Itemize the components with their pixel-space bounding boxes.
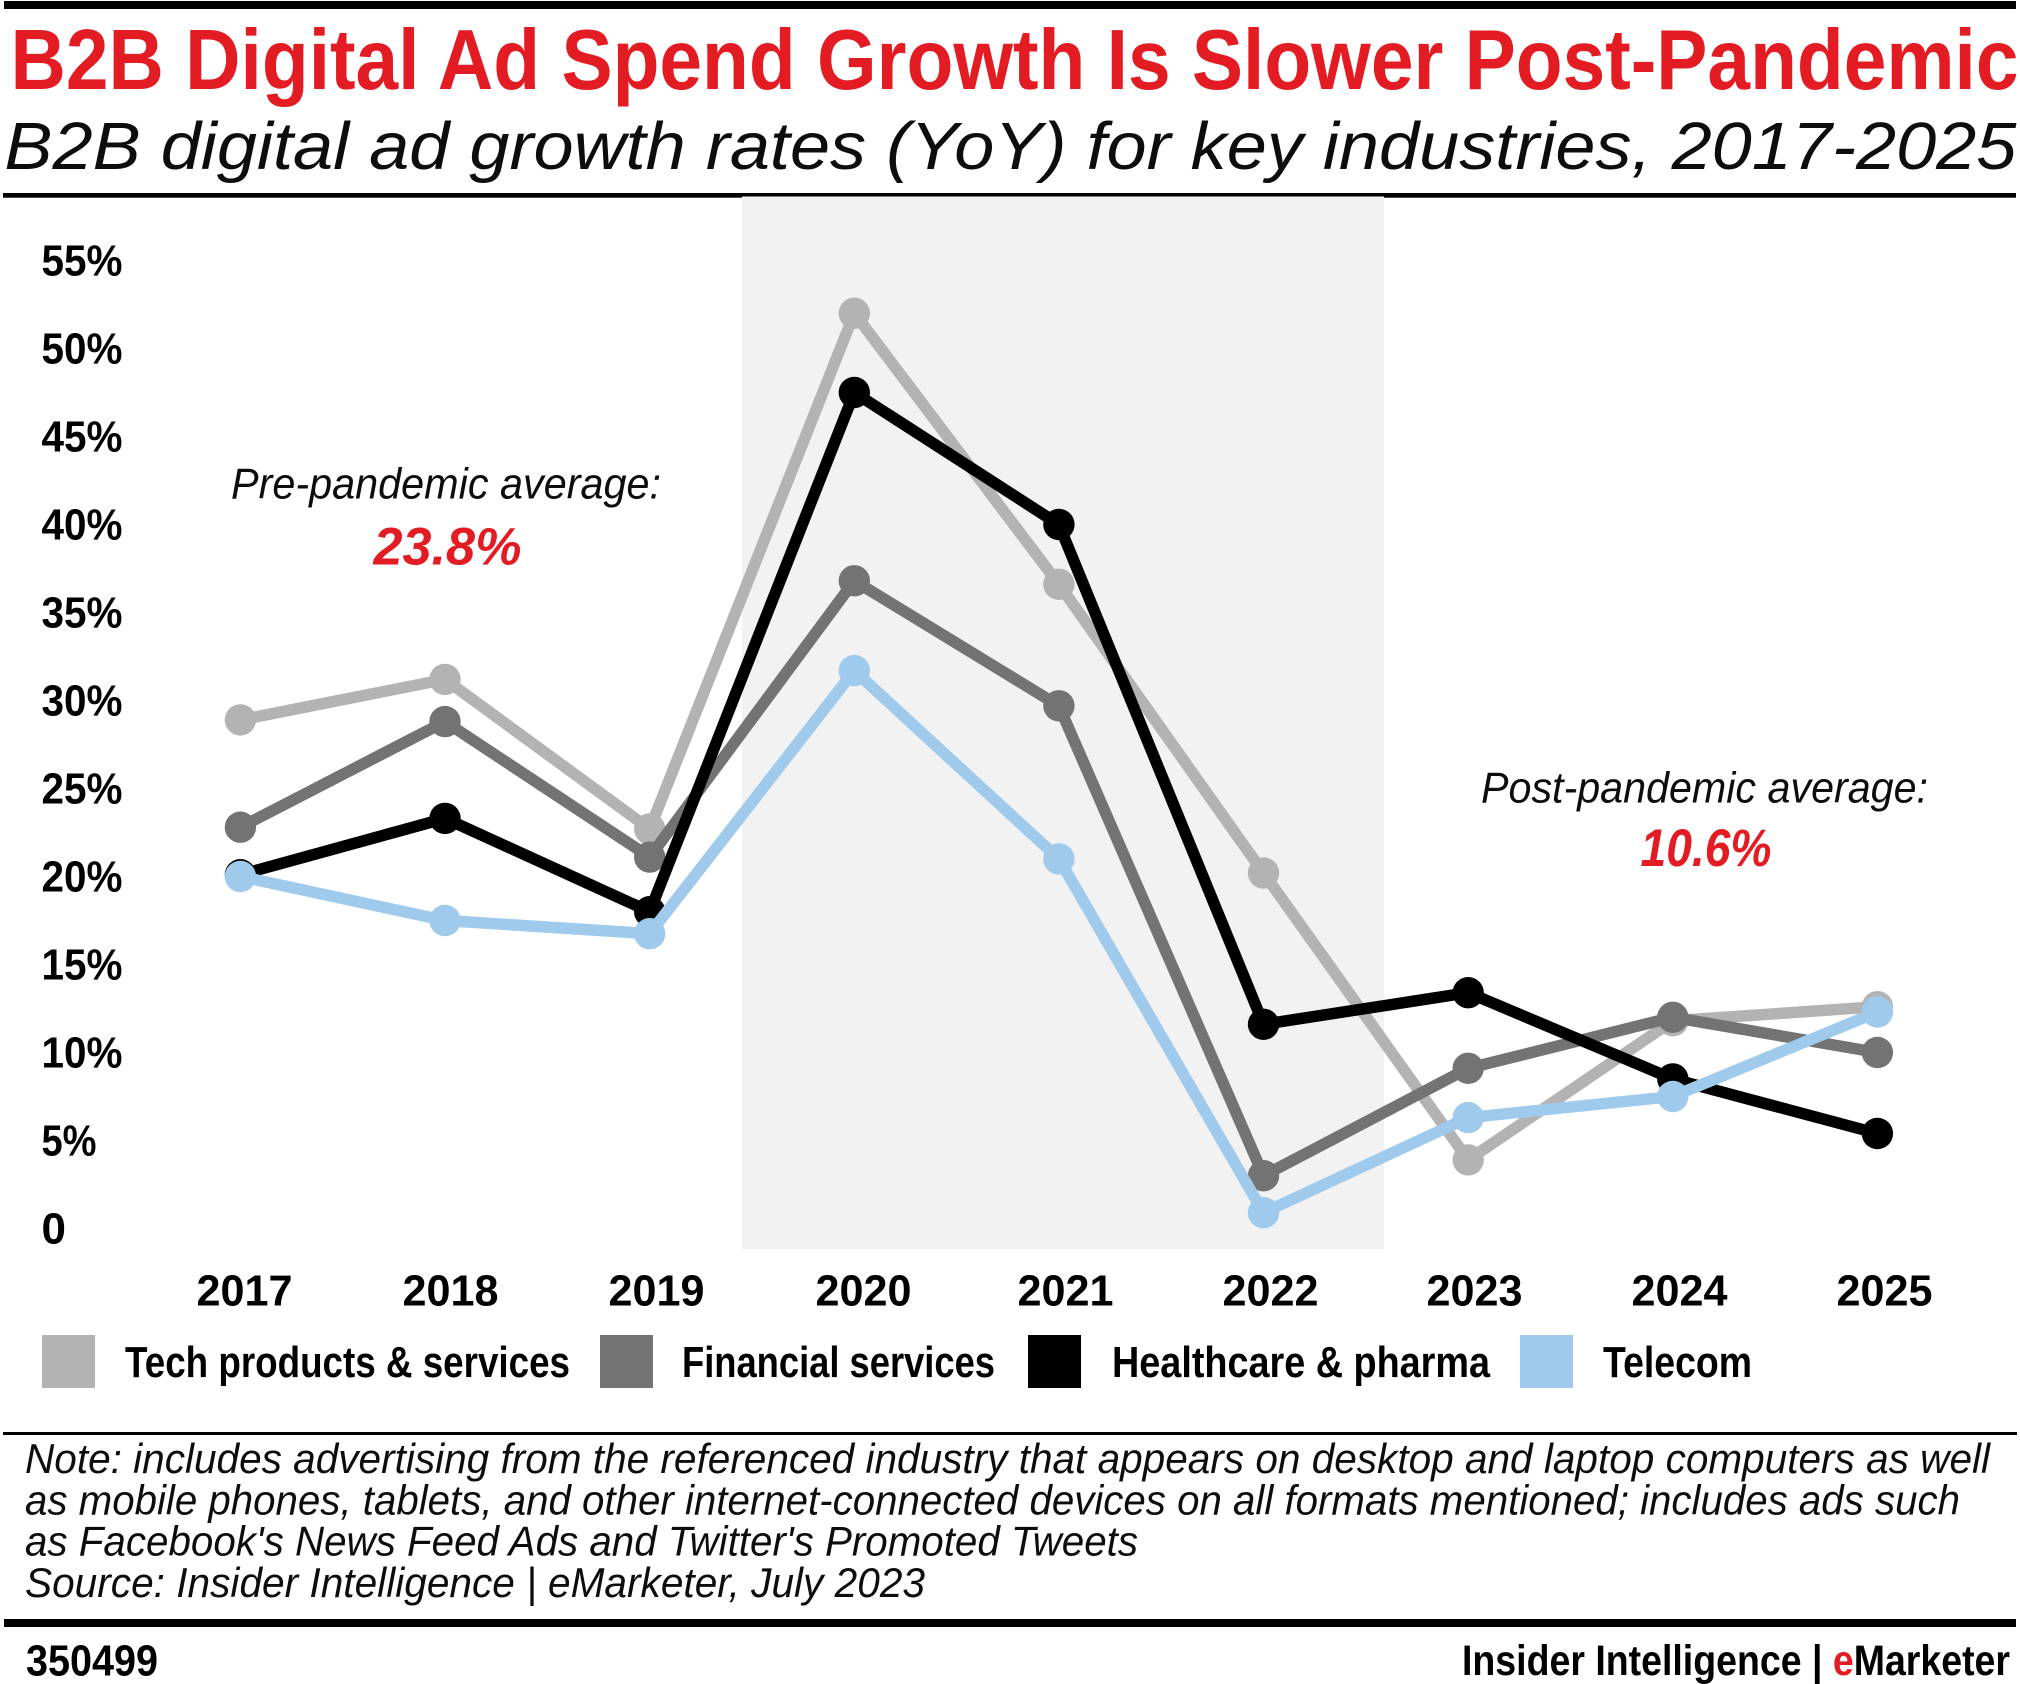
svg-text:23.8%: 23.8% — [373, 518, 522, 577]
svg-text:0: 0 — [42, 1205, 66, 1254]
svg-text:as Facebook's News Feed Ads an: as Facebook's News Feed Ads and Twitter'… — [25, 1518, 1138, 1565]
svg-text:40%: 40% — [42, 501, 123, 550]
svg-text:Source: Insider Intelligence |: Source: Insider Intelligence | eMarketer… — [25, 1559, 925, 1606]
svg-text:350499: 350499 — [26, 1638, 158, 1684]
svg-text:Healthcare & pharma: Healthcare & pharma — [1112, 1338, 1490, 1387]
svg-text:10.6%: 10.6% — [1641, 819, 1772, 878]
svg-text:2021: 2021 — [1018, 1267, 1114, 1316]
svg-text:55%: 55% — [42, 237, 123, 286]
svg-text:Telecom: Telecom — [1603, 1338, 1752, 1387]
svg-text:Pre-pandemic average:: Pre-pandemic average: — [231, 460, 661, 509]
svg-text:2022: 2022 — [1223, 1267, 1319, 1316]
svg-text:2017: 2017 — [197, 1267, 293, 1316]
svg-text:2020: 2020 — [816, 1267, 912, 1316]
svg-text:as mobile phones, tablets, and: as mobile phones, tablets, and other int… — [25, 1476, 1960, 1523]
svg-text:Post-pandemic average:: Post-pandemic average: — [1481, 763, 1928, 812]
svg-text:Note: includes advertising fro: Note: includes advertising from the refe… — [25, 1435, 1992, 1482]
svg-text:Insider Intelligence | eMarket: Insider Intelligence | eMarketer — [1462, 1637, 2010, 1684]
svg-text:Financial services: Financial services — [682, 1338, 995, 1387]
svg-text:10%: 10% — [42, 1029, 123, 1078]
svg-text:50%: 50% — [42, 325, 123, 374]
svg-text:2019: 2019 — [609, 1267, 705, 1316]
svg-text:15%: 15% — [42, 941, 123, 990]
svg-text:B2B digital ad growth rates (Y: B2B digital ad growth rates (YoY) for ke… — [4, 109, 2017, 184]
svg-text:30%: 30% — [42, 677, 123, 726]
svg-text:5%: 5% — [42, 1117, 97, 1166]
svg-text:Tech products & services: Tech products & services — [125, 1338, 570, 1387]
svg-text:2024: 2024 — [1632, 1267, 1729, 1316]
svg-text:35%: 35% — [42, 589, 123, 638]
svg-text:B2B Digital Ad Spend Growth Is: B2B Digital Ad Spend Growth Is Slower Po… — [11, 13, 2019, 108]
svg-text:2025: 2025 — [1837, 1267, 1933, 1316]
svg-text:25%: 25% — [42, 765, 123, 814]
svg-text:45%: 45% — [42, 413, 123, 462]
svg-text:2023: 2023 — [1427, 1267, 1523, 1316]
svg-text:20%: 20% — [42, 853, 123, 902]
svg-text:2018: 2018 — [403, 1267, 499, 1316]
